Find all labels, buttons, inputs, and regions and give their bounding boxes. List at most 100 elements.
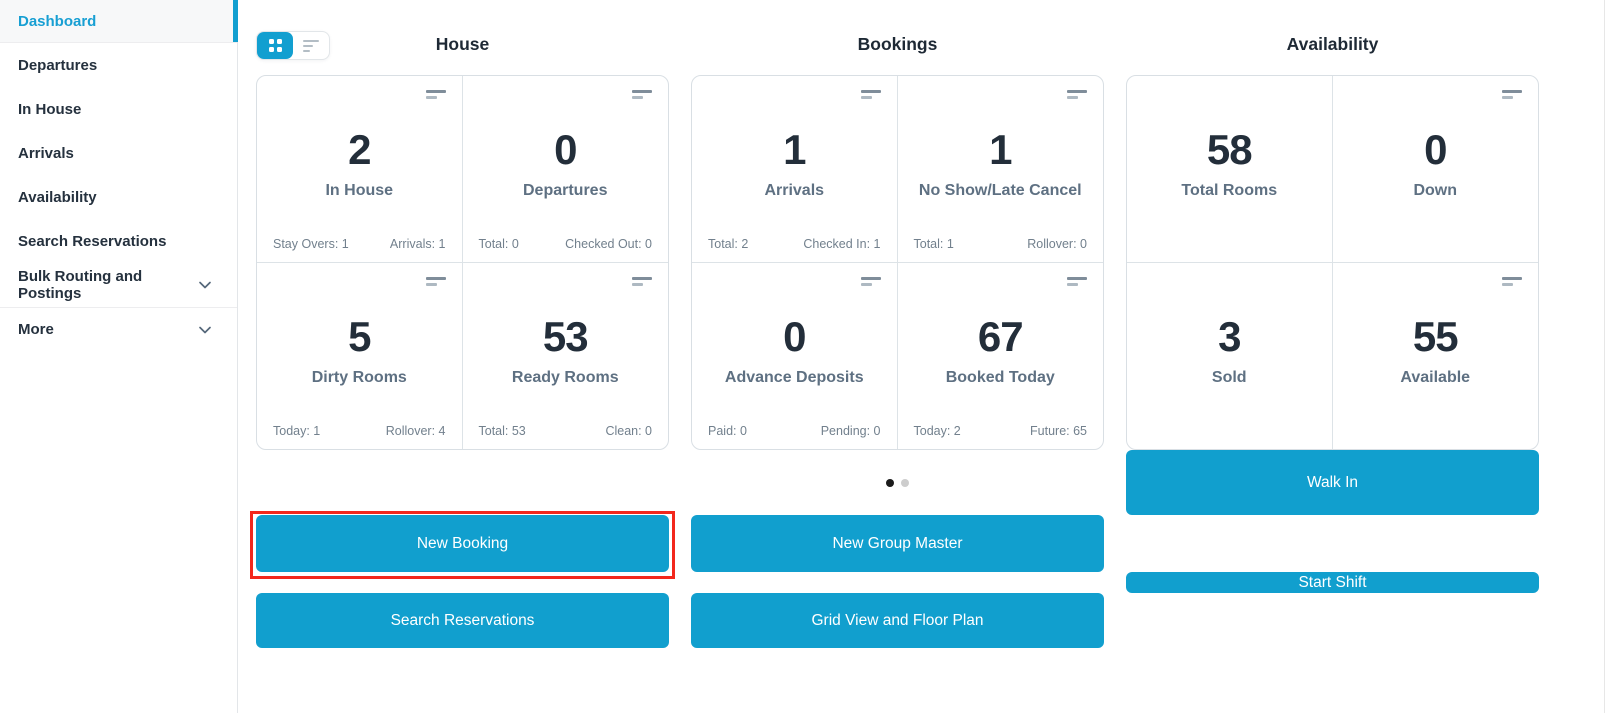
section-title-house: House [435, 34, 490, 54]
start-shift-button-wrap: Start Shift [1126, 572, 1539, 593]
card-menu-icon[interactable] [632, 90, 652, 99]
sidebar-item-departures[interactable]: Departures [0, 43, 237, 87]
grid-view-icon [268, 39, 282, 52]
stat-value: 2 [348, 126, 371, 174]
stat-footer-left: Paid: 0 [708, 424, 747, 438]
sidebar-item-label: Availability [18, 188, 97, 206]
new-booking-button-wrap: New Booking [250, 511, 675, 579]
grid-view-button[interactable] [257, 32, 293, 59]
carousel-dots [691, 450, 1104, 515]
card-menu-icon[interactable] [1067, 276, 1087, 286]
stat-card-dirty-rooms[interactable]: 5 Dirty Rooms Today: 1 Rollover: 4 [257, 262, 463, 449]
stat-value: 0 [554, 126, 577, 174]
card-menu-icon[interactable] [1502, 276, 1522, 286]
stat-label: Departures [523, 182, 608, 200]
carousel-dot-inactive[interactable] [901, 478, 909, 487]
stat-label: No Show/Late Cancel [918, 182, 1082, 200]
stat-value: 0 [783, 313, 806, 361]
stat-label: Total Rooms [1181, 182, 1278, 200]
stat-footer-right: Checked Out: 0 [565, 236, 652, 251]
section-title-availability: Availability [1286, 34, 1379, 54]
sidebar-item-in-house[interactable]: In House [0, 87, 237, 131]
card-menu-icon[interactable] [632, 276, 652, 286]
stat-footer: Today: 2 Future: 65 [914, 424, 1088, 438]
stat-label: Available [1400, 369, 1471, 387]
stat-footer: Stay Overs: 1 Arrivals: 1 [273, 237, 446, 251]
card-menu-icon[interactable] [860, 276, 881, 286]
stat-label: Advance Deposits [724, 369, 864, 387]
stat-footer-left: Today: 2 [913, 424, 961, 438]
walk-in-button[interactable]: Walk In [1126, 450, 1539, 515]
stat-footer-right: Arrivals: 1 [389, 236, 446, 251]
stat-value: 0 [1424, 126, 1447, 174]
stat-footer: Total: 2 Checked In: 1 [708, 237, 881, 251]
stat-value: 1 [783, 126, 806, 174]
stat-footer-right: Pending: 0 [820, 424, 881, 438]
list-view-button[interactable] [293, 32, 329, 59]
stat-footer-left: Total: 2 [708, 236, 749, 251]
stat-value: 58 [1206, 126, 1253, 174]
card-menu-icon[interactable] [1067, 90, 1087, 99]
scrollbar-track[interactable] [1604, 0, 1605, 713]
stat-footer: Total: 1 Rollover: 0 [914, 237, 1088, 251]
new-group-master-button-wrap: New Group Master [691, 515, 1104, 572]
carousel-dot-active[interactable] [886, 478, 894, 487]
sidebar-item-availability[interactable]: Availability [0, 175, 237, 219]
stat-card-down[interactable]: 0 Down [1332, 76, 1538, 263]
stat-card-ready-rooms[interactable]: 53 Ready Rooms Total: 53 Clean: 0 [463, 263, 669, 450]
stat-label: Dirty Rooms [311, 369, 407, 387]
stat-card-arrivals[interactable]: 1 Arrivals Total: 2 Checked In: 1 [692, 76, 898, 263]
section-title-bookings: Bookings [857, 34, 938, 54]
walk-in-button-wrap: Walk In [1126, 450, 1539, 515]
stat-footer: Total: 53 Clean: 0 [479, 424, 653, 438]
stat-footer-left: Stay Overs: 1 [273, 236, 349, 251]
stat-card-in-house[interactable]: 2 In House Stay Overs: 1 Arrivals: 1 [257, 76, 463, 263]
stat-label: Booked Today [945, 369, 1055, 387]
new-group-master-button[interactable]: New Group Master [691, 515, 1104, 572]
sidebar-item-dashboard[interactable]: Dashboard [0, 0, 238, 43]
chevron-down-icon [199, 326, 211, 333]
stat-value: 67 [977, 313, 1024, 361]
stat-footer-right: Clean: 0 [605, 424, 652, 438]
stat-card-total-rooms[interactable]: 58 Total Rooms [1127, 76, 1333, 263]
sidebar-item-label: Search Reservations [18, 232, 167, 250]
sidebar-item-label: Bulk Routing and Postings [18, 268, 143, 302]
stat-card-no-show-late-cancel[interactable]: 1 No Show/Late Cancel Total: 1 Rollover:… [897, 76, 1103, 263]
grid-view-and-floor-plan-button[interactable]: Grid View and Floor Plan [691, 593, 1104, 648]
stat-label: Arrivals [764, 182, 825, 200]
stat-card-available[interactable]: 55 Available [1333, 263, 1539, 450]
stat-footer-left: Total: 53 [478, 424, 526, 438]
search-reservations-button[interactable]: Search Reservations [256, 593, 669, 648]
stat-footer-right: Checked In: 1 [803, 236, 881, 251]
stat-card-booked-today[interactable]: 67 Booked Today Today: 2 Future: 65 [898, 263, 1104, 450]
stat-card-departures[interactable]: 0 Departures Total: 0 Checked Out: 0 [462, 76, 668, 263]
sidebar-item-label: Dashboard [18, 12, 97, 30]
stat-value: 3 [1218, 313, 1241, 361]
stat-card-sold[interactable]: 3 Sold [1127, 262, 1333, 449]
card-menu-icon[interactable] [425, 276, 446, 286]
stat-card-advance-deposits[interactable]: 0 Advance Deposits Paid: 0 Pending: 0 [692, 262, 898, 449]
stat-label: Down [1413, 182, 1458, 200]
search-reservations-button-wrap: Search Reservations [256, 593, 669, 648]
bookings-stat-group: 1 Arrivals Total: 2 Checked In: 1 1 No S… [691, 75, 1104, 450]
card-menu-icon[interactable] [860, 90, 881, 99]
stat-footer: Total: 0 Checked Out: 0 [479, 237, 653, 251]
sidebar-item-label: In House [18, 100, 82, 118]
sidebar-item-search-reservations[interactable]: Search Reservations [0, 219, 237, 263]
sidebar-item-bulk-routing-and-postings[interactable]: Bulk Routing and Postings [0, 263, 237, 307]
sidebar-item-arrivals[interactable]: Arrivals [0, 131, 237, 175]
chevron-down-icon [199, 281, 211, 289]
sidebar-item-more[interactable]: More [0, 307, 237, 351]
stat-footer-right: Future: 65 [1030, 424, 1087, 438]
sidebar-item-label: Departures [18, 56, 98, 74]
card-menu-icon[interactable] [1502, 90, 1522, 99]
start-shift-button[interactable]: Start Shift [1126, 572, 1539, 593]
stat-label: Sold [1211, 369, 1247, 387]
new-booking-button[interactable]: New Booking [256, 515, 669, 572]
stat-footer-left: Total: 1 [913, 236, 954, 251]
card-menu-icon[interactable] [425, 90, 446, 99]
stat-value: 5 [348, 313, 371, 361]
stat-footer-left: Today: 1 [273, 424, 321, 438]
house-stat-group: 2 In House Stay Overs: 1 Arrivals: 1 0 D… [256, 75, 669, 450]
stat-label: In House [325, 182, 394, 200]
